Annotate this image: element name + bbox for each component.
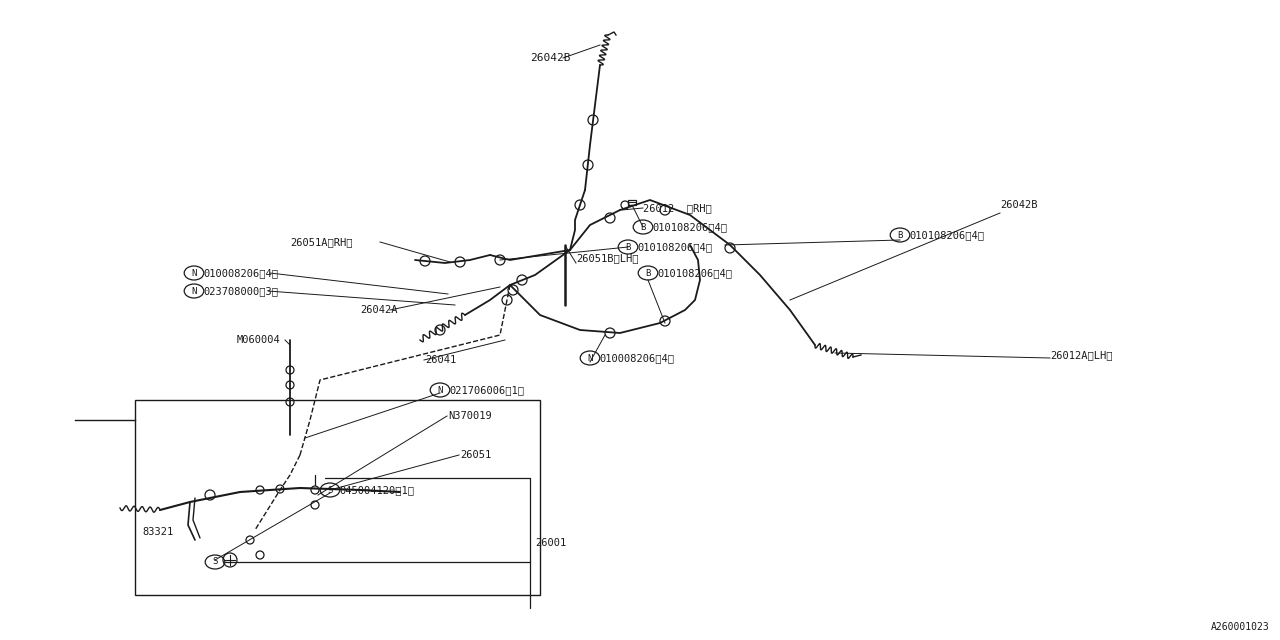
Text: N: N [191, 269, 197, 278]
Text: 045004120（1）: 045004120（1） [339, 485, 413, 495]
Text: 26051: 26051 [460, 450, 492, 460]
Text: N: N [438, 385, 443, 394]
Text: 023708000（3）: 023708000（3） [204, 286, 278, 296]
Text: 26042A: 26042A [360, 305, 398, 315]
Text: B: B [626, 243, 631, 252]
Text: B: B [640, 223, 645, 232]
Text: M060004: M060004 [237, 335, 280, 345]
Text: 26051B〈LH〉: 26051B〈LH〉 [576, 253, 639, 263]
Text: 010008206（4）: 010008206（4） [599, 353, 675, 363]
Text: 010008206（4）: 010008206（4） [204, 268, 278, 278]
Bar [628, 200, 636, 205]
Text: B: B [897, 230, 902, 239]
Text: 26012A〈LH〉: 26012A〈LH〉 [1050, 350, 1112, 360]
Text: 010108206（4）: 010108206（4） [909, 230, 984, 240]
Text: 021706006（1）: 021706006（1） [449, 385, 524, 395]
Text: N: N [588, 353, 593, 362]
Text: 26051A〈RH〉: 26051A〈RH〉 [291, 237, 352, 247]
Text: 26012  〈RH〉: 26012 〈RH〉 [643, 203, 712, 213]
Text: 26042B: 26042B [530, 53, 571, 63]
Text: 010108206（4）: 010108206（4） [652, 222, 727, 232]
Text: 26001: 26001 [535, 538, 566, 548]
Text: 010108206（4）: 010108206（4） [637, 242, 712, 252]
Text: 26042B: 26042B [1000, 200, 1038, 210]
Text: A260001023: A260001023 [1211, 622, 1270, 632]
Text: B: B [645, 269, 650, 278]
Text: 010108206（4）: 010108206（4） [657, 268, 732, 278]
Text: N: N [191, 287, 197, 296]
Text: 83321: 83321 [142, 527, 173, 537]
Text: S: S [328, 486, 333, 495]
Bar [134, 400, 540, 595]
Text: S: S [212, 557, 218, 566]
Text: N370019: N370019 [448, 411, 492, 421]
Text: 26041: 26041 [425, 355, 456, 365]
